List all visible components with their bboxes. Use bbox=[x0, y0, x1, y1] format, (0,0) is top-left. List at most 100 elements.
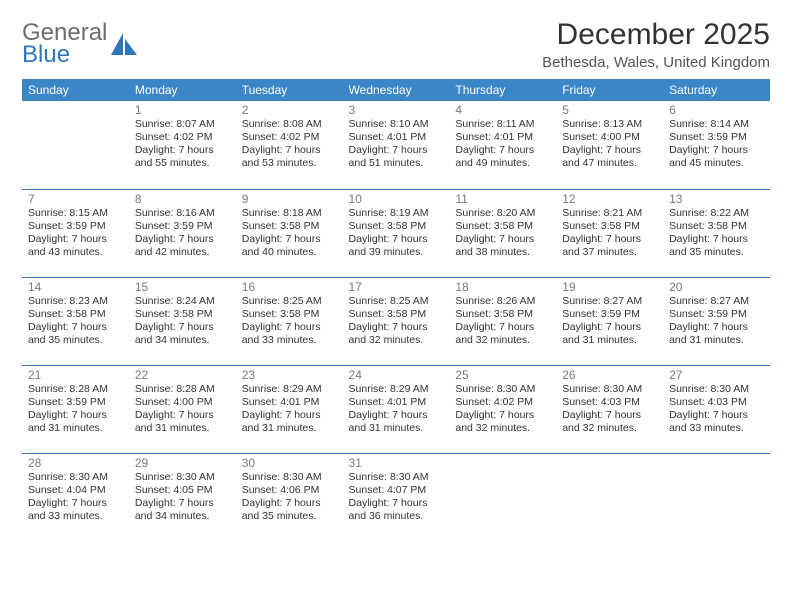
day-info: Sunrise: 8:29 AMSunset: 4:01 PMDaylight:… bbox=[242, 383, 337, 436]
day-number: 13 bbox=[669, 192, 764, 206]
calendar-cell: 17Sunrise: 8:25 AMSunset: 3:58 PMDayligh… bbox=[343, 277, 450, 365]
daylight-line: Daylight: 7 hours and 31 minutes. bbox=[28, 409, 123, 435]
calendar-cell: 27Sunrise: 8:30 AMSunset: 4:03 PMDayligh… bbox=[663, 365, 770, 453]
day-number: 28 bbox=[28, 456, 123, 470]
day-info: Sunrise: 8:24 AMSunset: 3:58 PMDaylight:… bbox=[135, 295, 230, 348]
daylight-line: Daylight: 7 hours and 33 minutes. bbox=[242, 321, 337, 347]
sunset-line: Sunset: 4:06 PM bbox=[242, 484, 337, 497]
sunset-line: Sunset: 4:01 PM bbox=[349, 131, 444, 144]
sunrise-line: Sunrise: 8:19 AM bbox=[349, 207, 444, 220]
sunrise-line: Sunrise: 8:10 AM bbox=[349, 118, 444, 131]
day-number: 21 bbox=[28, 368, 123, 382]
calendar-cell: 18Sunrise: 8:26 AMSunset: 3:58 PMDayligh… bbox=[449, 277, 556, 365]
day-info: Sunrise: 8:26 AMSunset: 3:58 PMDaylight:… bbox=[455, 295, 550, 348]
day-number: 23 bbox=[242, 368, 337, 382]
sunset-line: Sunset: 4:07 PM bbox=[349, 484, 444, 497]
calendar-cell: 21Sunrise: 8:28 AMSunset: 3:59 PMDayligh… bbox=[22, 365, 129, 453]
day-info: Sunrise: 8:23 AMSunset: 3:58 PMDaylight:… bbox=[28, 295, 123, 348]
sunset-line: Sunset: 4:02 PM bbox=[242, 131, 337, 144]
day-number: 30 bbox=[242, 456, 337, 470]
day-number: 6 bbox=[669, 103, 764, 117]
sunrise-line: Sunrise: 8:30 AM bbox=[242, 471, 337, 484]
daylight-line: Daylight: 7 hours and 34 minutes. bbox=[135, 497, 230, 523]
daylight-line: Daylight: 7 hours and 32 minutes. bbox=[349, 321, 444, 347]
daylight-line: Daylight: 7 hours and 32 minutes. bbox=[562, 409, 657, 435]
daylight-line: Daylight: 7 hours and 35 minutes. bbox=[28, 321, 123, 347]
sunrise-line: Sunrise: 8:18 AM bbox=[242, 207, 337, 220]
calendar-cell: 7Sunrise: 8:15 AMSunset: 3:59 PMDaylight… bbox=[22, 189, 129, 277]
sunset-line: Sunset: 4:01 PM bbox=[242, 396, 337, 409]
sunset-line: Sunset: 3:59 PM bbox=[28, 220, 123, 233]
sunset-line: Sunset: 4:00 PM bbox=[135, 396, 230, 409]
sunrise-line: Sunrise: 8:30 AM bbox=[28, 471, 123, 484]
calendar-cell: 26Sunrise: 8:30 AMSunset: 4:03 PMDayligh… bbox=[556, 365, 663, 453]
daylight-line: Daylight: 7 hours and 31 minutes. bbox=[562, 321, 657, 347]
daylight-line: Daylight: 7 hours and 31 minutes. bbox=[349, 409, 444, 435]
header: General Blue December 2025 Bethesda, Wal… bbox=[22, 18, 770, 71]
daylight-line: Daylight: 7 hours and 32 minutes. bbox=[455, 321, 550, 347]
sunrise-line: Sunrise: 8:29 AM bbox=[349, 383, 444, 396]
calendar-cell: 10Sunrise: 8:19 AMSunset: 3:58 PMDayligh… bbox=[343, 189, 450, 277]
sunrise-line: Sunrise: 8:30 AM bbox=[562, 383, 657, 396]
sunrise-line: Sunrise: 8:24 AM bbox=[135, 295, 230, 308]
sunrise-line: Sunrise: 8:23 AM bbox=[28, 295, 123, 308]
day-number: 8 bbox=[135, 192, 230, 206]
sunrise-line: Sunrise: 8:30 AM bbox=[455, 383, 550, 396]
day-info: Sunrise: 8:30 AMSunset: 4:06 PMDaylight:… bbox=[242, 471, 337, 524]
sunset-line: Sunset: 4:01 PM bbox=[349, 396, 444, 409]
day-info: Sunrise: 8:08 AMSunset: 4:02 PMDaylight:… bbox=[242, 118, 337, 171]
sunrise-line: Sunrise: 8:27 AM bbox=[562, 295, 657, 308]
sunrise-line: Sunrise: 8:25 AM bbox=[349, 295, 444, 308]
day-info: Sunrise: 8:30 AMSunset: 4:03 PMDaylight:… bbox=[562, 383, 657, 436]
day-number: 19 bbox=[562, 280, 657, 294]
day-header: Monday bbox=[129, 79, 236, 101]
sunset-line: Sunset: 3:59 PM bbox=[28, 396, 123, 409]
logo-line2: Blue bbox=[22, 41, 70, 68]
sunrise-line: Sunrise: 8:28 AM bbox=[28, 383, 123, 396]
sunset-line: Sunset: 4:04 PM bbox=[28, 484, 123, 497]
calendar-cell: 29Sunrise: 8:30 AMSunset: 4:05 PMDayligh… bbox=[129, 453, 236, 541]
day-number: 24 bbox=[349, 368, 444, 382]
day-number: 2 bbox=[242, 103, 337, 117]
sunrise-line: Sunrise: 8:15 AM bbox=[28, 207, 123, 220]
day-number: 18 bbox=[455, 280, 550, 294]
daylight-line: Daylight: 7 hours and 33 minutes. bbox=[28, 497, 123, 523]
sunset-line: Sunset: 3:58 PM bbox=[455, 308, 550, 321]
calendar-cell: 23Sunrise: 8:29 AMSunset: 4:01 PMDayligh… bbox=[236, 365, 343, 453]
sunrise-line: Sunrise: 8:21 AM bbox=[562, 207, 657, 220]
day-info: Sunrise: 8:21 AMSunset: 3:58 PMDaylight:… bbox=[562, 207, 657, 260]
calendar-head: SundayMondayTuesdayWednesdayThursdayFrid… bbox=[22, 79, 770, 101]
calendar-cell: 22Sunrise: 8:28 AMSunset: 4:00 PMDayligh… bbox=[129, 365, 236, 453]
daylight-line: Daylight: 7 hours and 49 minutes. bbox=[455, 144, 550, 170]
sunrise-line: Sunrise: 8:25 AM bbox=[242, 295, 337, 308]
day-number: 1 bbox=[135, 103, 230, 117]
day-header: Tuesday bbox=[236, 79, 343, 101]
daylight-line: Daylight: 7 hours and 32 minutes. bbox=[455, 409, 550, 435]
sunrise-line: Sunrise: 8:08 AM bbox=[242, 118, 337, 131]
day-info: Sunrise: 8:11 AMSunset: 4:01 PMDaylight:… bbox=[455, 118, 550, 171]
day-number: 16 bbox=[242, 280, 337, 294]
day-info: Sunrise: 8:15 AMSunset: 3:59 PMDaylight:… bbox=[28, 207, 123, 260]
day-header: Friday bbox=[556, 79, 663, 101]
day-info: Sunrise: 8:28 AMSunset: 4:00 PMDaylight:… bbox=[135, 383, 230, 436]
daylight-line: Daylight: 7 hours and 38 minutes. bbox=[455, 233, 550, 259]
calendar-cell: 16Sunrise: 8:25 AMSunset: 3:58 PMDayligh… bbox=[236, 277, 343, 365]
day-number: 27 bbox=[669, 368, 764, 382]
day-number: 25 bbox=[455, 368, 550, 382]
day-info: Sunrise: 8:25 AMSunset: 3:58 PMDaylight:… bbox=[242, 295, 337, 348]
calendar-cell: 11Sunrise: 8:20 AMSunset: 3:58 PMDayligh… bbox=[449, 189, 556, 277]
calendar-cell bbox=[22, 101, 129, 189]
logo-sail-icon bbox=[109, 31, 139, 57]
day-info: Sunrise: 8:27 AMSunset: 3:59 PMDaylight:… bbox=[669, 295, 764, 348]
calendar-cell: 6Sunrise: 8:14 AMSunset: 3:59 PMDaylight… bbox=[663, 101, 770, 189]
sunset-line: Sunset: 4:05 PM bbox=[135, 484, 230, 497]
day-header: Saturday bbox=[663, 79, 770, 101]
daylight-line: Daylight: 7 hours and 51 minutes. bbox=[349, 144, 444, 170]
daylight-line: Daylight: 7 hours and 37 minutes. bbox=[562, 233, 657, 259]
sunrise-line: Sunrise: 8:30 AM bbox=[135, 471, 230, 484]
day-number: 31 bbox=[349, 456, 444, 470]
sunset-line: Sunset: 3:58 PM bbox=[135, 308, 230, 321]
day-number: 7 bbox=[28, 192, 123, 206]
calendar-cell bbox=[556, 453, 663, 541]
daylight-line: Daylight: 7 hours and 43 minutes. bbox=[28, 233, 123, 259]
